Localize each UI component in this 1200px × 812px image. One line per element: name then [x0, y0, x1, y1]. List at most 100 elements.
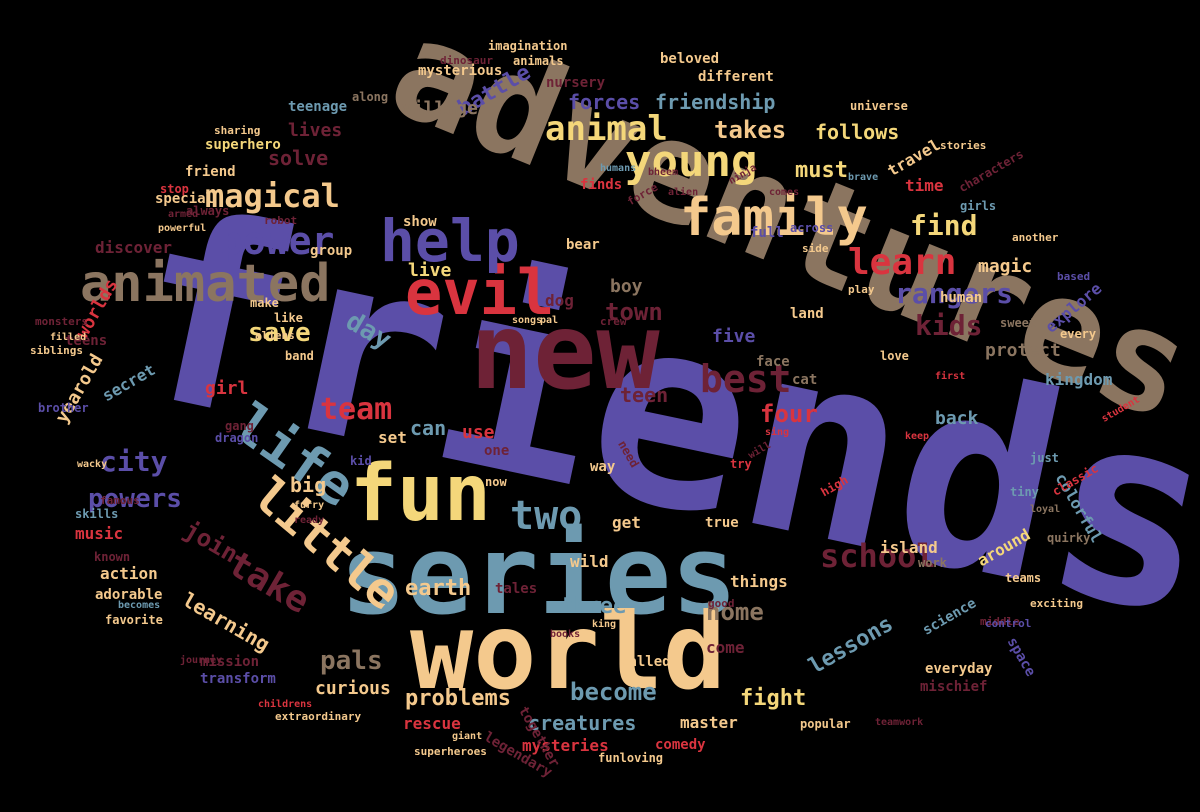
word-follows: follows — [815, 120, 900, 144]
word-band: band — [285, 349, 314, 363]
word-adorable: adorable — [95, 587, 163, 603]
word-wacky: wacky — [77, 459, 108, 470]
word-loyal: loyal — [1030, 504, 1061, 515]
word-find: find — [910, 209, 978, 242]
word-sweet: sweet — [1000, 316, 1037, 330]
word-wild: wild — [570, 552, 609, 571]
word-monsters: monsters — [35, 315, 88, 328]
word-powerful: powerful — [158, 223, 207, 234]
word-master: master — [680, 713, 738, 732]
word-lives: lives — [288, 120, 343, 141]
word-crew: crew — [600, 315, 627, 328]
word-favorite: favorite — [105, 613, 163, 627]
word-siblings: siblings — [30, 344, 83, 357]
word-everyday: everyday — [925, 661, 993, 677]
word-every: every — [1060, 327, 1097, 341]
word-popular: popular — [800, 717, 851, 731]
word-universe: universe — [850, 99, 908, 113]
word-dinosaur: dinosaur — [440, 54, 493, 67]
word-extraordinary: extraordinary — [275, 710, 362, 723]
word-mission: mission — [200, 654, 260, 670]
word-giant: giant — [452, 731, 483, 742]
word-home: home — [706, 598, 764, 626]
word-side: side — [802, 242, 829, 255]
word-alien: alien — [668, 187, 699, 198]
word-skills: skills — [75, 507, 119, 521]
word-make: make — [250, 296, 279, 310]
word-bear: bear — [566, 237, 600, 253]
word-new: new — [470, 291, 660, 413]
word-furry: furry — [294, 500, 325, 511]
word-love: love — [880, 349, 909, 363]
word-human: human — [940, 290, 983, 306]
word-world: world — [410, 591, 727, 713]
word-transform: transform — [200, 671, 276, 687]
word-use: use — [462, 422, 495, 443]
word-always: always — [186, 204, 230, 218]
word-set: set — [378, 428, 407, 447]
word-funloving: funloving — [598, 751, 664, 765]
word-problems: problems — [405, 686, 511, 711]
word-takes: takes — [714, 116, 787, 144]
word-school: school — [820, 537, 936, 575]
word-first: first — [935, 371, 966, 382]
word-come: come — [706, 638, 745, 657]
word-filled: filled — [50, 332, 87, 343]
word-brave: brave — [848, 172, 879, 183]
word-family: family — [680, 188, 868, 248]
word-one: one — [484, 443, 510, 459]
word-show: show — [403, 214, 437, 230]
word-friend: friend — [185, 164, 236, 180]
word-girl: girl — [205, 378, 249, 399]
word-cat: cat — [792, 372, 818, 388]
word-aliens: aliens — [255, 329, 295, 342]
word-animated: animated — [80, 254, 331, 314]
word-face: face — [756, 354, 790, 370]
word-rangers: rangers — [895, 277, 1014, 310]
word-famous: famous — [100, 494, 140, 507]
word-kids: kids — [915, 309, 983, 342]
word-tiny: tiny — [1010, 485, 1039, 499]
word-songs: songs — [512, 315, 543, 326]
word-teen: teen — [620, 383, 669, 407]
word-quirky: quirky — [1047, 531, 1091, 545]
word-teamwork: teamwork — [875, 717, 924, 728]
word-characters: characters — [956, 146, 1026, 196]
word-stories: stories — [940, 139, 987, 152]
word-bheem: bheem — [648, 167, 679, 178]
word-lessons: lessons — [804, 611, 898, 680]
word-land: land — [790, 306, 824, 322]
word-fight: fight — [740, 686, 807, 711]
word-help: help — [380, 207, 520, 275]
word-young: young — [625, 136, 758, 187]
word-beloved: beloved — [660, 51, 720, 67]
word-fun: fun — [350, 449, 491, 539]
word-learn: learn — [848, 242, 957, 283]
word-king: king — [592, 619, 617, 630]
word-city: city — [100, 445, 168, 478]
word-pals: pals — [320, 646, 383, 676]
word-teens: teens — [65, 333, 108, 349]
word-magic: magic — [978, 256, 1033, 277]
word-animal: animal — [545, 109, 668, 149]
word-curious: curious — [315, 678, 391, 699]
word-back: back — [935, 408, 979, 429]
word-evil: evil — [405, 256, 555, 329]
word-journey: journey — [180, 655, 223, 666]
word-town: town — [605, 298, 663, 326]
word-gang: gang — [225, 419, 254, 433]
word-live: live — [408, 260, 452, 281]
word-work: work — [918, 556, 947, 570]
word-sing: sing — [765, 427, 790, 438]
word-must: must — [795, 158, 848, 183]
word-big: big — [290, 473, 327, 497]
word-keep: keep — [905, 431, 930, 442]
word-exciting: exciting — [1030, 597, 1083, 610]
word-music: music — [75, 524, 124, 543]
word-two: two — [510, 493, 583, 539]
word-team: team — [320, 392, 393, 427]
word-boy: boy — [610, 276, 643, 297]
word-play: play — [848, 283, 875, 296]
word-mischief: mischief — [920, 679, 988, 695]
word-nursery: nursery — [546, 75, 606, 91]
